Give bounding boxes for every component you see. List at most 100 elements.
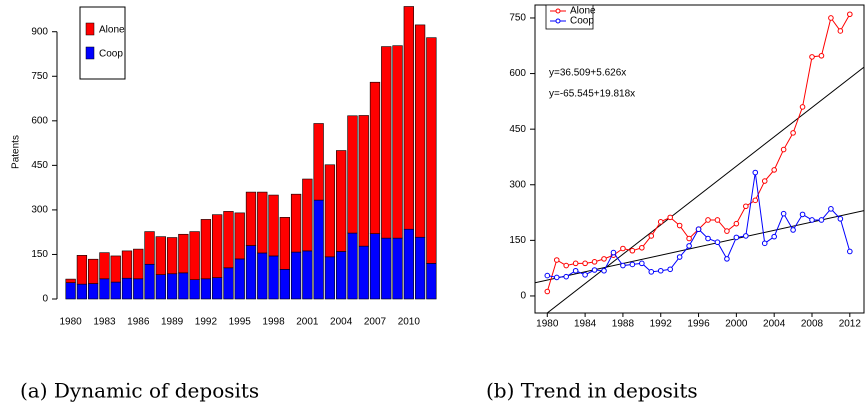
- point: [714, 239, 721, 246]
- bar: [369, 81, 381, 234]
- x-tick-label: 2008: [801, 319, 824, 330]
- y-tick-label: 600: [31, 115, 48, 126]
- point: [818, 52, 825, 59]
- point: [780, 146, 787, 153]
- point: [733, 220, 740, 227]
- bar: [99, 278, 110, 300]
- bar: [324, 164, 336, 258]
- bar: [166, 237, 178, 275]
- point: [818, 217, 825, 223]
- point: [705, 217, 711, 223]
- point: [686, 235, 692, 242]
- bar: [403, 6, 414, 230]
- y-tick-label: 450: [509, 124, 526, 135]
- point: [648, 233, 655, 239]
- x-tick-label: 1992: [195, 317, 218, 328]
- bar: [279, 217, 290, 270]
- point: [847, 11, 853, 18]
- series-line: [546, 14, 851, 292]
- caption: (a) Dynamic of deposits: [20, 379, 259, 403]
- bar: [290, 251, 302, 300]
- point: [648, 269, 655, 275]
- x-tick-label: 1984: [574, 319, 597, 330]
- y-tick-label: 900: [31, 26, 48, 37]
- bar: [110, 255, 121, 283]
- point: [639, 244, 645, 251]
- annotation: y=-65.545+19.818x: [549, 89, 635, 100]
- bar: [234, 258, 245, 300]
- y-tick-label: 0: [520, 291, 526, 302]
- legend-marker: [555, 18, 561, 24]
- point: [544, 288, 551, 295]
- bar: [392, 45, 403, 239]
- point: [733, 234, 740, 241]
- point: [563, 273, 569, 280]
- y-tick-label: 0: [42, 294, 48, 305]
- bar: [347, 115, 358, 234]
- point: [667, 214, 673, 221]
- point: [572, 260, 579, 267]
- point: [572, 267, 579, 274]
- point: [761, 240, 768, 247]
- point: [601, 256, 607, 262]
- bar: [302, 178, 313, 252]
- point: [799, 211, 806, 218]
- bar: [279, 269, 290, 300]
- point: [790, 227, 796, 233]
- bar: [99, 252, 110, 280]
- legend-box: [79, 6, 126, 80]
- bar: [212, 214, 223, 278]
- point: [828, 15, 834, 21]
- bar: [290, 193, 302, 253]
- point: [563, 262, 569, 269]
- point: [620, 245, 626, 252]
- bar: [324, 256, 336, 300]
- x-tick-label: 2004: [330, 317, 353, 328]
- point: [761, 178, 768, 184]
- x-tick-label: 2004: [763, 319, 786, 330]
- bar: [88, 283, 99, 300]
- bar: [336, 150, 347, 252]
- y-tick-label: 750: [509, 13, 526, 24]
- point: [837, 28, 844, 34]
- point: [591, 267, 598, 273]
- point: [629, 247, 636, 254]
- x-tick-label: 1995: [229, 317, 252, 328]
- trend-line: [546, 66, 864, 313]
- point: [847, 248, 853, 255]
- point: [705, 235, 711, 242]
- point: [676, 222, 683, 229]
- bar: [155, 274, 166, 300]
- x-tick-label: 1980: [60, 317, 83, 328]
- bar: [313, 123, 324, 201]
- point: [591, 259, 598, 265]
- point: [553, 274, 560, 281]
- bar: [245, 245, 257, 300]
- bar: [358, 245, 369, 300]
- bar: [392, 237, 403, 300]
- point: [837, 216, 844, 222]
- y-tick-label: 300: [31, 205, 48, 216]
- point: [724, 256, 730, 262]
- bar: [189, 231, 200, 280]
- y-tick-label: 150: [509, 235, 526, 246]
- bar: [223, 267, 234, 300]
- bar: [133, 248, 144, 280]
- point: [657, 267, 664, 274]
- bar: [381, 237, 392, 300]
- annotation: y=36.509+5.626x: [549, 68, 626, 79]
- bar: [302, 250, 313, 300]
- x-tick-label: 1986: [127, 317, 150, 328]
- point: [743, 203, 749, 210]
- point: [553, 257, 560, 263]
- point: [799, 104, 806, 110]
- point: [582, 272, 588, 278]
- x-tick-label: 1996: [687, 319, 710, 330]
- bar: [245, 191, 257, 246]
- x-tick-label: 1980: [536, 319, 559, 330]
- y-tick-label: 750: [31, 71, 48, 82]
- x-tick-label: 2010: [398, 317, 421, 328]
- y-tick-label: 450: [31, 160, 48, 171]
